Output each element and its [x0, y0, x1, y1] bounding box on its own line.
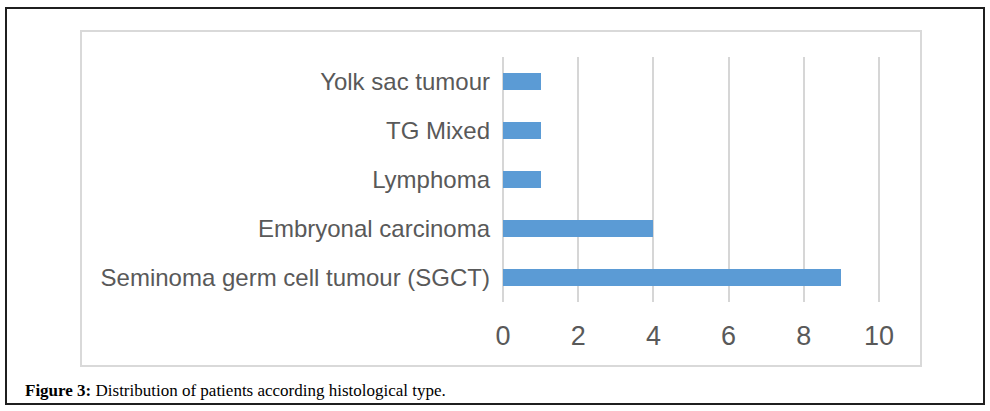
category-label: Yolk sac tumour: [82, 65, 490, 99]
gridline-x-2: [577, 57, 579, 302]
bar-chart: 02468 10 Yolk sac tumour TG Mixed Lymphoma Em…: [80, 30, 922, 367]
bar-tg-mixed: [503, 122, 541, 139]
x-axis-tick-label: 2: [546, 321, 610, 352]
figure-border: 02468 10 Yolk sac tumour TG Mixed Lymphoma Em…: [5, 7, 985, 405]
figure-caption: Figure 3: Distribution of patients accor…: [25, 381, 446, 401]
x-axis-tick-label: 0: [471, 321, 535, 352]
gridline-x-10: [878, 57, 880, 302]
figure-image: 02468 10 Yolk sac tumour TG Mixed Lymphoma Em…: [0, 0, 990, 411]
figure-caption-label: Figure 3:: [25, 381, 91, 400]
gridline-x-8: [803, 57, 805, 302]
bar-yolk-sac-tumour: [503, 73, 541, 90]
category-label: Lymphoma: [82, 163, 490, 197]
figure-caption-text: Distribution of patients according histo…: [91, 381, 446, 400]
bar-embryonal-carcinoma: [503, 220, 653, 237]
x-axis-tick-label: 8: [772, 321, 836, 352]
category-label: Embryonal carcinoma: [82, 212, 490, 246]
plot-area: 02468 10 Yolk sac tumour TG Mixed Lymphoma Em…: [82, 32, 920, 365]
category-label: Seminoma germ cell tumour (SGCT): [82, 261, 490, 295]
bar-lymphoma: [503, 171, 541, 188]
bar-seminoma-germ-cell-tumour-sgct: [503, 269, 841, 286]
x-axis-tick-label: 6: [697, 321, 761, 352]
category-label: TG Mixed: [82, 114, 490, 148]
x-axis-tick-label: 10: [847, 321, 911, 352]
gridline-x-6: [728, 57, 730, 302]
gridline-x-4: [652, 57, 654, 302]
x-axis-tick-label: 4: [621, 321, 685, 352]
